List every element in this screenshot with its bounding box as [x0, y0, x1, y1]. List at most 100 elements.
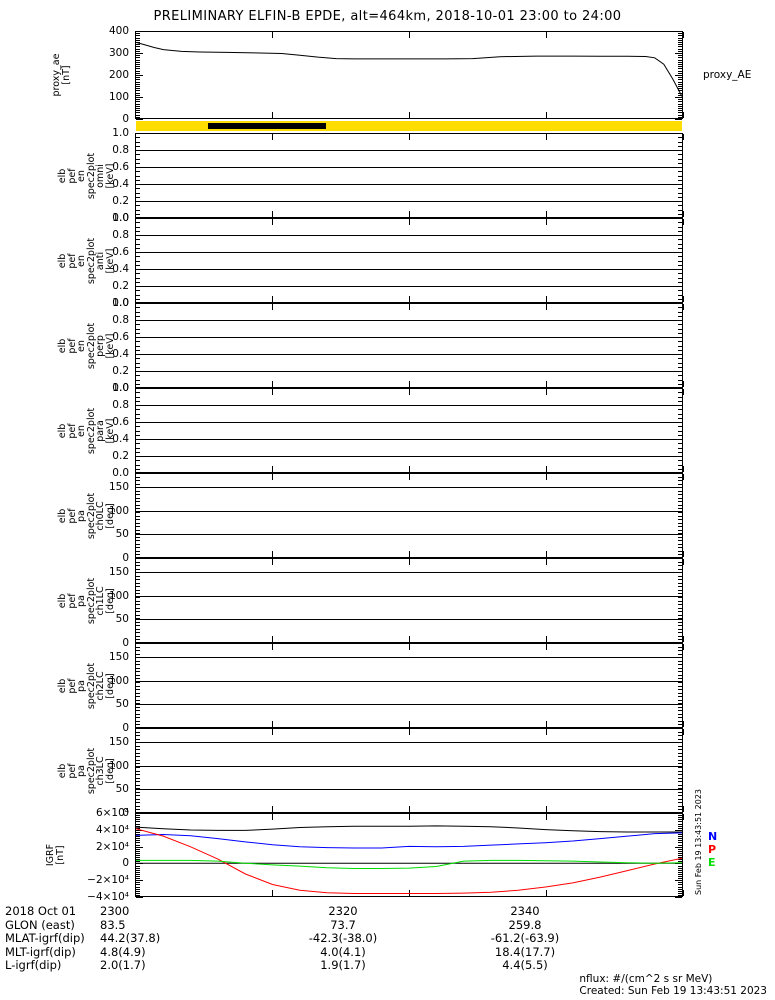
ytick-minor	[678, 473, 682, 474]
xtick-major	[135, 721, 136, 727]
ytick-minor	[136, 460, 140, 462]
xtick-major	[409, 304, 410, 310]
ytick-minor	[678, 840, 682, 842]
panel-elb_pef_en_spec2plot_para	[135, 388, 683, 473]
ytick-minor	[136, 490, 140, 492]
ytick-minor	[136, 678, 140, 680]
ytick-minor	[678, 443, 682, 445]
ytick-minor	[678, 759, 682, 761]
ytick-minor	[136, 83, 140, 85]
xtick-major	[272, 134, 273, 140]
ytick-minor	[678, 685, 682, 687]
ytick-minor	[678, 848, 682, 850]
ytick-minor	[136, 137, 140, 139]
ytick-minor	[136, 878, 140, 880]
panel-gridline	[135, 657, 683, 659]
ytick-label: 0	[122, 636, 129, 649]
ytick-minor	[678, 145, 682, 147]
ytick-minor	[136, 409, 140, 411]
ytick-label: 0	[122, 721, 129, 734]
ytick-minor	[136, 473, 140, 474]
ytick-minor	[678, 192, 682, 194]
ytick-minor	[678, 579, 682, 581]
ytick-minor	[136, 798, 140, 800]
ytick-minor	[136, 766, 140, 768]
xtick-major	[135, 219, 136, 225]
xtick-major	[546, 636, 547, 642]
ytick-minor	[678, 671, 682, 673]
xtick-major	[683, 32, 684, 38]
ytick-label: 50	[115, 613, 129, 626]
ytick-label: 6×10⁴	[95, 806, 129, 819]
ytick-minor	[136, 809, 140, 811]
ytick-label: 0	[122, 551, 129, 564]
panel-gridline	[135, 201, 683, 202]
ytick-minor	[136, 307, 140, 309]
panel-gridline	[135, 456, 683, 457]
ytick-minor	[678, 196, 682, 198]
ytick-minor	[678, 81, 682, 83]
xtick-major	[409, 806, 410, 812]
ytick-minor	[136, 57, 140, 59]
ytick-minor	[136, 756, 140, 758]
ytick-minor	[678, 846, 682, 848]
xtick-major	[409, 32, 410, 38]
xtick-major	[683, 211, 684, 217]
xaxis-tick-1: 2300	[100, 904, 130, 918]
xtick-major	[272, 806, 273, 812]
ytick-minor	[678, 103, 682, 105]
ytick-minor	[678, 834, 682, 835]
xtick-major	[546, 559, 547, 565]
ytick-minor	[136, 671, 140, 673]
xtick-major	[409, 112, 410, 118]
ytick-label: 0.0	[112, 466, 129, 479]
ytick-minor	[678, 575, 682, 577]
xtick-major	[546, 134, 547, 140]
ytick-minor	[678, 625, 682, 627]
ytick-minor	[678, 430, 682, 432]
ytick-minor	[136, 568, 140, 570]
ytick-minor	[136, 145, 140, 147]
ytick-minor	[678, 97, 682, 98]
ytick-minor	[678, 158, 682, 160]
ytick-minor	[136, 681, 140, 683]
xaxis-mlt-3: 18.4(17.7)	[494, 944, 556, 959]
panel-gridline	[135, 619, 683, 621]
xtick-major	[409, 381, 410, 387]
ytick-minor	[136, 303, 140, 304]
xtick-major	[683, 551, 684, 557]
ytick-minor	[136, 349, 140, 351]
ytick-minor	[136, 547, 140, 549]
ytick-minor	[136, 821, 140, 823]
ytick-minor	[136, 88, 140, 90]
ytick-minor	[136, 604, 140, 606]
ytick-minor	[678, 464, 682, 466]
ytick-label: 0.4	[112, 347, 129, 360]
xaxis-row-l: L-igrf(dip) 2.0(1.7) 1.9(1.7) 4.4(5.5)	[0, 958, 775, 973]
xtick-major	[683, 814, 684, 820]
xtick-major	[272, 219, 273, 225]
ytick-minor	[678, 689, 682, 691]
ytick-minor	[136, 865, 140, 867]
ytick-label: 0	[122, 806, 129, 819]
ytick-minor	[136, 324, 140, 326]
ytick-minor	[136, 447, 140, 449]
ytick-minor	[678, 817, 682, 819]
ytick-minor	[678, 529, 682, 531]
ytick-minor	[678, 515, 682, 517]
ytick-minor	[136, 625, 140, 627]
ytick-minor	[136, 869, 140, 871]
ytick-minor	[678, 46, 682, 48]
ytick-minor	[678, 876, 682, 877]
xaxis-tick-3: 2340	[510, 904, 540, 918]
ytick-minor	[136, 501, 140, 503]
ytick-minor	[136, 550, 140, 552]
ytick-label: 4×10⁴	[95, 823, 129, 836]
xtick-major	[135, 474, 136, 480]
ytick-minor	[678, 68, 682, 70]
xtick-major	[546, 219, 547, 225]
ytick-minor	[678, 332, 682, 334]
ytick-minor	[678, 116, 682, 118]
series-p	[136, 828, 682, 895]
ytick-minor	[136, 39, 140, 41]
